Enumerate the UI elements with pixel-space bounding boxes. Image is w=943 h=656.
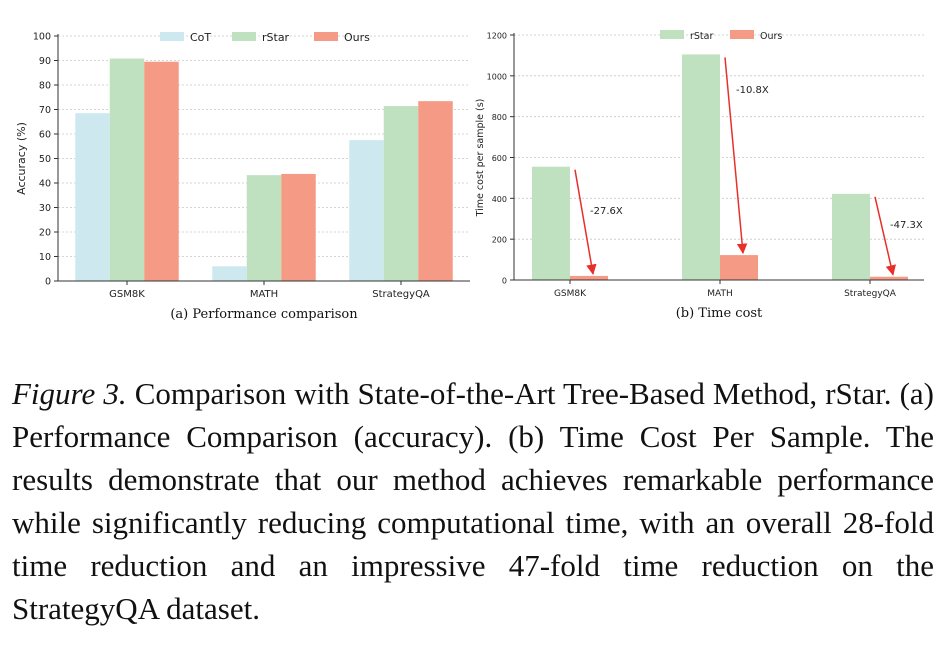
y-tick-label: 200: [492, 236, 507, 245]
reduction-label-math: -10.8X: [736, 85, 769, 96]
reduction-label-strategyqa: -47.3X: [890, 220, 923, 231]
x-tick-label: GSM8K: [109, 289, 145, 300]
bar-ours-math: [281, 173, 316, 281]
caption-label: Figure 3.: [12, 376, 127, 411]
x-tick-label: MATH: [707, 289, 733, 299]
bar-ours-strategyqa: [418, 101, 453, 281]
y-tick-label: 1200: [487, 32, 507, 41]
y-tick-label: 0: [45, 277, 51, 288]
x-tick-label: MATH: [250, 289, 278, 300]
legend-label-ours: Ours: [344, 31, 370, 44]
y-tick-label: 30: [39, 203, 51, 214]
y-tick-label: 400: [492, 195, 507, 204]
y-tick-label: 90: [39, 56, 51, 67]
reduction-arrow-gsm8k: [574, 169, 597, 275]
y-tick-label: 70: [39, 105, 51, 116]
y-tick-label: 50: [39, 154, 51, 165]
subcaption: (a) Performance comparison: [170, 307, 358, 322]
legend-swatch-rstar: [232, 32, 256, 41]
y-tick-label: 1000: [487, 72, 507, 81]
figure-caption: Figure 3. Comparison with State-of-the-A…: [12, 372, 934, 630]
subcaption: (b) Time cost: [676, 306, 763, 321]
legend-swatch-rstar: [660, 30, 684, 39]
bar-rstar-strategyqa: [383, 106, 419, 281]
y-tick-label: 0: [502, 277, 507, 286]
bar-rstar-math: [682, 54, 720, 281]
y-tick-label: 800: [492, 113, 507, 122]
time-cost-chart: 0 200 400 600 800 1000 1200 GSM8K MATH StrategyQA…: [475, 30, 924, 321]
x-tick-label: StrategyQA: [372, 289, 430, 300]
bar-rstar-math: [246, 175, 282, 281]
bar-cot-gsm8k: [75, 113, 110, 281]
bar-rstar-strategyqa: [832, 193, 870, 280]
reduction-label-gsm8k: -27.6X: [590, 206, 623, 217]
legend-swatch-ours: [314, 32, 338, 41]
bar-rstar-gsm8k: [109, 58, 145, 281]
legend-label-rstar: rStar: [690, 31, 713, 42]
legend-swatch-ours: [730, 30, 754, 39]
y-tick-label: 20: [39, 228, 51, 239]
bar-ours-math: [720, 255, 758, 280]
y-axis-label: Accuracy (%): [15, 122, 28, 195]
legend-label-cot: CoT: [190, 31, 211, 44]
bar-rstar-gsm8k: [532, 166, 570, 280]
reduction-arrow-math: [724, 57, 748, 255]
legend-swatch-cot: [160, 32, 184, 41]
legend-label-ours: Ours: [760, 31, 782, 42]
legend-label-rstar: rStar: [262, 31, 290, 44]
y-tick-label: 40: [39, 179, 51, 190]
bar-ours-strategyqa: [870, 276, 908, 280]
y-tick-label: 80: [39, 81, 51, 92]
bar-cot-strategyqa: [349, 140, 384, 281]
y-tick-label: 100: [33, 32, 51, 43]
y-tick-label: 60: [39, 130, 51, 141]
reduction-arrow-strategyqa: [874, 196, 896, 276]
bar-ours-gsm8k: [570, 275, 608, 280]
bar-ours-gsm8k: [144, 61, 179, 281]
y-tick-label: 10: [39, 252, 51, 263]
bar-cot-math: [212, 266, 247, 281]
x-tick-label: GSM8K: [554, 289, 587, 299]
caption-text: Comparison with State-of-the-Art Tree-Ba…: [12, 376, 934, 626]
y-tick-label: 600: [492, 154, 507, 163]
y-axis-label: Time cost per sample (s): [475, 99, 486, 218]
x-tick-label: StrategyQA: [844, 289, 897, 299]
performance-chart: 0 10 20 30 40 50 60 70 80 90 100 GSM8K MATH StrategyQ…: [15, 31, 470, 322]
